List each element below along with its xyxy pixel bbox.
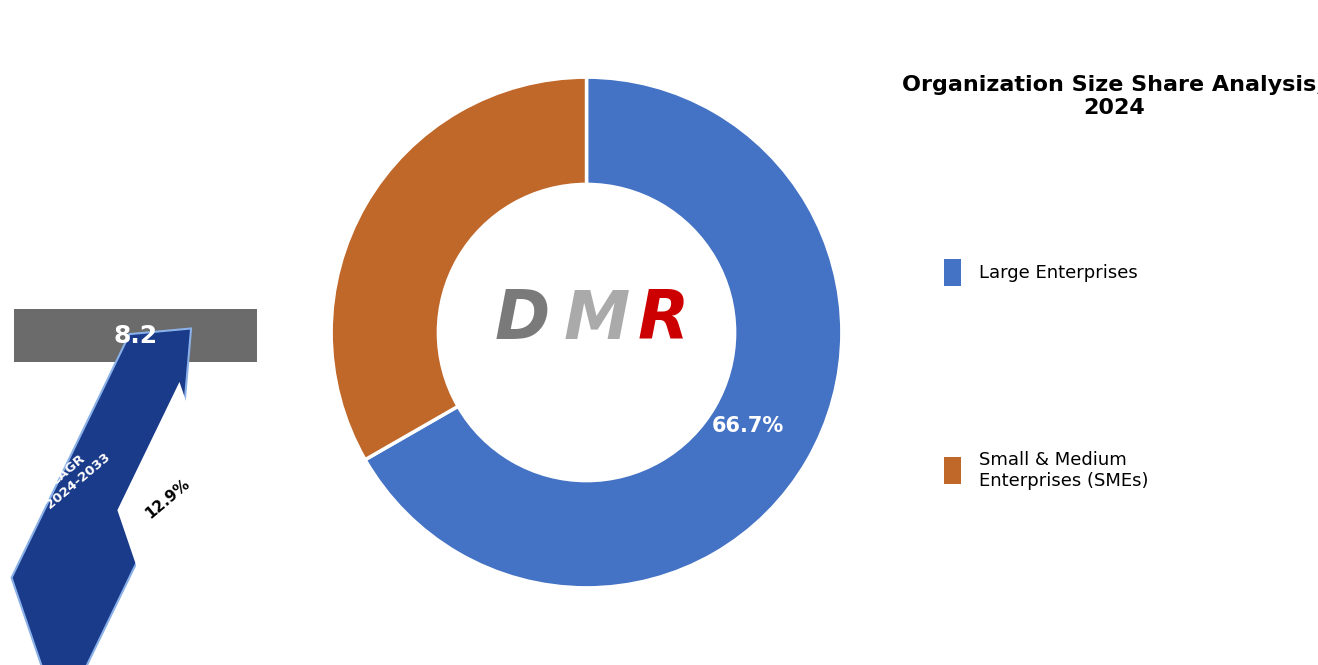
FancyBboxPatch shape — [13, 309, 257, 362]
Polygon shape — [12, 329, 191, 665]
Text: 8.2: 8.2 — [113, 324, 157, 348]
Polygon shape — [117, 382, 217, 622]
Text: 66.7%: 66.7% — [712, 416, 784, 436]
Text: R: R — [638, 287, 689, 352]
Wedge shape — [331, 77, 587, 460]
Text: 12.9%: 12.9% — [142, 476, 192, 521]
Text: Dimension
Market
Research: Dimension Market Research — [61, 71, 210, 155]
FancyBboxPatch shape — [944, 457, 962, 483]
Wedge shape — [365, 77, 842, 588]
Text: Large Enterprises: Large Enterprises — [979, 263, 1137, 282]
FancyBboxPatch shape — [944, 259, 962, 286]
Text: Organization Size Share Analysis,
2024: Organization Size Share Analysis, 2024 — [903, 75, 1318, 118]
Text: Global Smart Grid
Analytics Market Size
(USD Billion), 2024: Global Smart Grid Analytics Market Size … — [42, 239, 228, 293]
Text: M: M — [564, 287, 630, 352]
Text: D: D — [496, 287, 551, 352]
Text: CAGR
2024-2033: CAGR 2024-2033 — [33, 440, 112, 511]
Text: Small & Medium
Enterprises (SMEs): Small & Medium Enterprises (SMEs) — [979, 451, 1149, 489]
